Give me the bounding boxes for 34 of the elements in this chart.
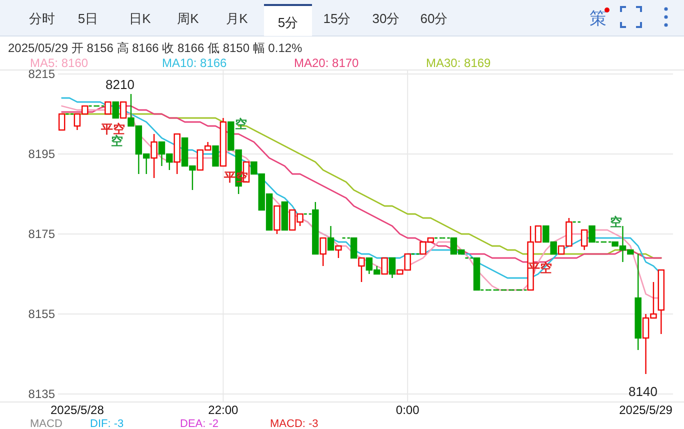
text: DEA: -2 (180, 418, 219, 429)
text: 5分 (278, 15, 298, 30)
text: MA5: 8160 (30, 56, 88, 70)
text: 60分 (420, 11, 448, 26)
chart-subtitle: 2025/05/29 开 8156 高 8166 收 8166 低 8150 幅 0.12% (8, 41, 303, 55)
text: 5日 (78, 11, 98, 26)
candlestick (634, 253, 642, 351)
x-tick-label: 2025/5/28 (50, 403, 104, 417)
text: 15分 (323, 11, 351, 26)
text: MACD (30, 418, 62, 429)
y-tick-label: 8135 (28, 387, 56, 401)
annotation: 空 (610, 215, 622, 229)
text: 分时 (29, 11, 55, 26)
text: 策 (590, 9, 606, 28)
text: MACD: -3 (270, 418, 318, 429)
text: MA10: 8166 (162, 56, 228, 70)
text: 30分 (372, 11, 400, 26)
y-tick-label: 8175 (28, 227, 56, 241)
y-tick-label: 8215 (28, 67, 56, 81)
annotation: 平空 (100, 122, 125, 136)
annotation: 空 (111, 134, 123, 148)
text: MA30: 8169 (426, 56, 492, 70)
annotation: 8140 (628, 384, 658, 399)
annotation: 8210 (106, 77, 134, 92)
x-tick-label: 2025/5/29 (619, 403, 673, 417)
y-tick-label: 8195 (28, 147, 56, 161)
text: 周K (177, 11, 200, 26)
x-tick-label: 22:00 (208, 403, 239, 417)
text: MA20: 8170 (294, 56, 360, 70)
text: DIF: -3 (90, 418, 124, 429)
x-tick-label: 0:00 (396, 403, 420, 417)
text: 日K (129, 11, 152, 26)
text: 月K (226, 11, 248, 26)
y-tick-label: 8155 (28, 307, 56, 321)
